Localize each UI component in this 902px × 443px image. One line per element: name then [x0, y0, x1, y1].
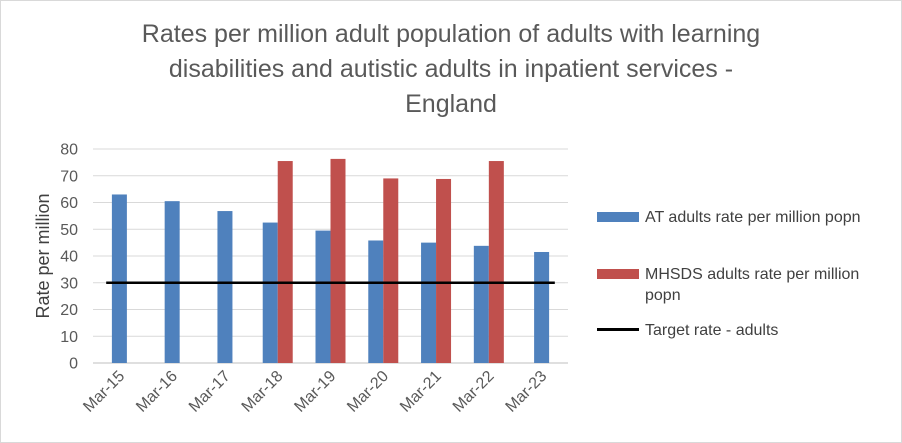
legend-item-target: Target rate - adults [597, 320, 890, 341]
y-tick-label: 80 [60, 142, 78, 159]
x-tick-label: Mar-21 [397, 368, 445, 416]
x-tick-label: Mar-23 [503, 368, 551, 416]
y-tick-label: 60 [60, 195, 78, 212]
legend-label-mhsds: MHSDS adults rate per million popn [645, 266, 860, 304]
x-tick-label: Mar-17 [186, 368, 234, 416]
bar-mhsds-mar-20 [383, 178, 399, 363]
x-tick-label: Mar-16 [133, 368, 181, 416]
chart-title-line-3: England [405, 90, 497, 118]
y-tick-label: 30 [60, 275, 78, 292]
bar-at-mar-21 [421, 242, 437, 363]
y-tick-label: 10 [60, 329, 78, 346]
x-tick-label: Mar-18 [239, 368, 287, 416]
legend-swatch-mhsds [597, 269, 639, 279]
x-tick-label: Mar-19 [291, 368, 339, 416]
y-tick-label: 20 [60, 302, 78, 319]
legend-label-target: Target rate - adults [645, 322, 779, 339]
bar-at-mar-22 [473, 245, 489, 363]
bar-mhsds-mar-18 [277, 161, 293, 363]
legend-item-at: AT adults rate per million popn [597, 207, 890, 228]
legend-item-mhsds: MHSDS adults rate per million popn [597, 264, 890, 306]
x-tick-label: Mar-15 [80, 368, 128, 416]
y-tick-label: 40 [60, 249, 78, 266]
bar-at-mar-19 [315, 230, 331, 363]
x-tick-label: Mar-22 [450, 368, 498, 416]
bar-at-mar-23 [534, 251, 550, 363]
legend-swatch-at [597, 212, 639, 222]
chart-title-line-2: disabilities and autistic adults in inpa… [168, 55, 734, 83]
bar-at-mar-15 [111, 194, 127, 363]
bar-at-mar-18 [262, 222, 278, 363]
bar-mhsds-mar-21 [436, 178, 452, 363]
bar-at-mar-17 [217, 211, 233, 363]
bar-mhsds-mar-22 [488, 161, 504, 363]
chart-title-line-1: Rates per million adult population of ad… [141, 20, 761, 48]
legend-label-at: AT adults rate per million popn [645, 209, 861, 226]
x-tick-label: Mar-20 [344, 368, 392, 416]
y-tick-label: 0 [69, 356, 78, 373]
y-tick-label: 70 [60, 168, 78, 185]
y-tick-label: 50 [60, 222, 78, 239]
chart-title: Rates per million adult population of ad… [91, 17, 811, 122]
bar-at-mar-20 [368, 240, 384, 363]
legend-swatch-target [597, 328, 639, 331]
y-axis-label: Rate per million [33, 193, 53, 318]
bar-mhsds-mar-19 [330, 158, 346, 363]
